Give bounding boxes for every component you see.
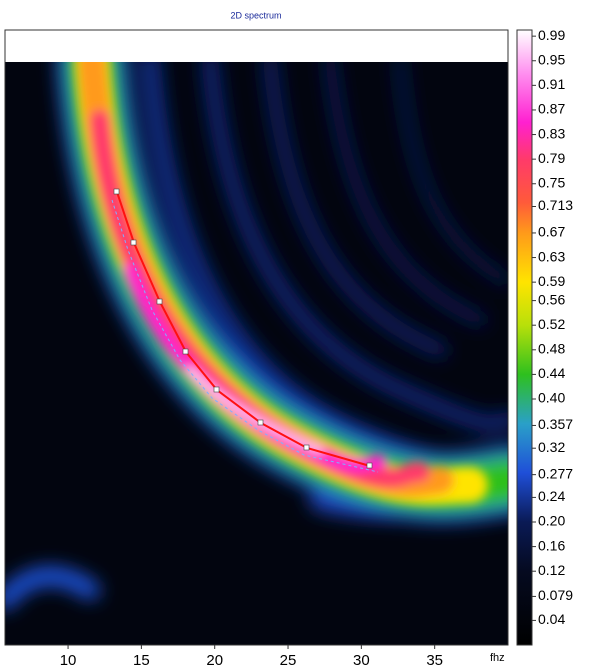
colorbar-tick-label: 0.52 xyxy=(538,316,565,332)
colorbar-tick-label: 0.40 xyxy=(538,390,565,406)
colorbar-tick-label: 0.357 xyxy=(538,416,573,432)
colorbar-tick-label: 0.67 xyxy=(538,224,565,240)
colorbar-tick-label: 0.24 xyxy=(538,488,565,504)
heatmap xyxy=(5,30,508,645)
x-tick-label: 10 xyxy=(60,652,77,669)
colorbar-tick-label: 0.79 xyxy=(538,150,565,166)
colorbar-tick-label: 0.12 xyxy=(538,562,565,578)
colorbar-tick-label: 0.56 xyxy=(538,291,565,307)
chart-title: 2D spectrum xyxy=(230,10,281,20)
colorbar xyxy=(516,29,533,646)
colorbar-tick-label: 0.20 xyxy=(538,513,565,529)
colorbar-tick-label: 0.99 xyxy=(538,27,565,43)
colorbar-tick-label: 0.75 xyxy=(538,174,565,190)
colorbar-tick-label: 0.87 xyxy=(538,101,565,117)
colorbar-tick-label: 0.63 xyxy=(538,248,565,264)
x-axis-label: fhz xyxy=(490,652,505,664)
colorbar-tick-label: 0.16 xyxy=(538,537,565,553)
plot-frame xyxy=(4,29,509,646)
colorbar-tick-label: 0.04 xyxy=(538,611,565,627)
colorbar-tick-label: 0.83 xyxy=(538,125,565,141)
x-tick-label: 20 xyxy=(206,652,223,669)
x-tick-label: 30 xyxy=(353,652,370,669)
colorbar-tick-label: 0.713 xyxy=(538,197,573,213)
colorbar-tick-label: 0.48 xyxy=(538,341,565,357)
colorbar-tick-label: 0.91 xyxy=(538,76,565,92)
colorbar-tick-label: 0.59 xyxy=(538,273,565,289)
colorbar-tick-label: 0.277 xyxy=(538,465,573,481)
x-tick-label: 15 xyxy=(133,652,150,669)
colorbar-tick-label: 0.95 xyxy=(538,51,565,67)
colorbar-tick-label: 0.079 xyxy=(538,587,573,603)
x-tick-label: 25 xyxy=(280,652,297,669)
colorbar-tick-label: 0.32 xyxy=(538,439,565,455)
x-tick-label: 35 xyxy=(426,652,443,669)
colorbar-tick-label: 0.44 xyxy=(538,365,565,381)
